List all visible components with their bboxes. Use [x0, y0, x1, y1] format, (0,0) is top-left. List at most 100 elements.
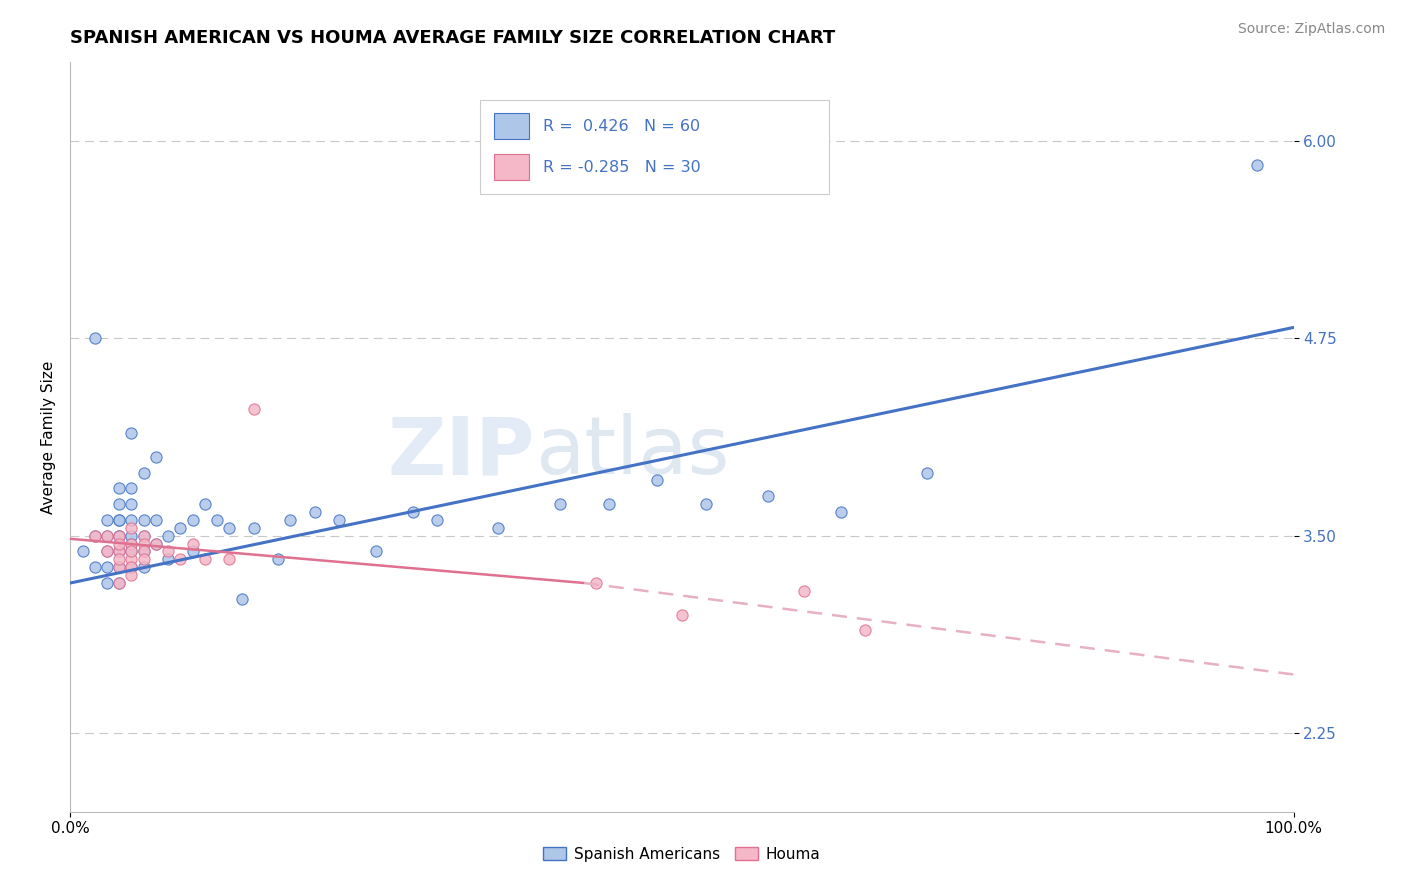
Point [108, 544, 131, 558]
Point [83, 331, 105, 345]
Point [793, 583, 815, 598]
Bar [494, 113, 529, 139]
Point [121, 529, 143, 543]
Point [426, 513, 449, 527]
Point [108, 529, 131, 543]
Text: ZIP: ZIP [388, 413, 536, 491]
Point [695, 497, 717, 511]
Point [121, 552, 143, 566]
Point [218, 521, 240, 535]
Point [72, 544, 94, 558]
Point [121, 536, 143, 550]
Point [132, 513, 155, 527]
Point [96, 544, 118, 558]
Point [121, 426, 143, 441]
Point [145, 536, 167, 550]
Point [280, 513, 302, 527]
Point [218, 552, 240, 566]
Point [108, 481, 131, 495]
Point [243, 402, 266, 417]
Point [108, 560, 131, 574]
Point [181, 536, 204, 550]
Point [108, 513, 131, 527]
Point [1246, 158, 1268, 172]
Point [157, 552, 180, 566]
Point [328, 513, 350, 527]
Point [108, 536, 131, 550]
Point [132, 466, 155, 480]
Point [121, 568, 143, 582]
Point [96, 576, 118, 591]
Point [108, 560, 131, 574]
Point [647, 474, 669, 488]
Point [132, 529, 155, 543]
Point [132, 552, 155, 566]
Point [366, 544, 388, 558]
Point [121, 481, 143, 495]
Point [108, 529, 131, 543]
Point [267, 552, 290, 566]
Point [181, 544, 204, 558]
Point [121, 497, 143, 511]
Point [243, 521, 266, 535]
Text: R = -0.285   N = 30: R = -0.285 N = 30 [543, 160, 700, 175]
Point [121, 560, 143, 574]
FancyBboxPatch shape [479, 100, 828, 194]
Point [181, 513, 204, 527]
Point [121, 521, 143, 535]
Point [157, 529, 180, 543]
Point [915, 466, 938, 480]
Point [108, 544, 131, 558]
Point [108, 576, 131, 591]
Point [132, 544, 155, 558]
Point [855, 624, 877, 638]
Point [548, 497, 571, 511]
Text: R =  0.426   N = 60: R = 0.426 N = 60 [543, 119, 700, 134]
Point [756, 489, 779, 503]
Point [194, 497, 217, 511]
Point [108, 552, 131, 566]
Point [96, 529, 118, 543]
Text: SPANISH AMERICAN VS HOUMA AVERAGE FAMILY SIZE CORRELATION CHART: SPANISH AMERICAN VS HOUMA AVERAGE FAMILY… [70, 29, 835, 47]
Point [304, 505, 326, 519]
Point [169, 552, 191, 566]
Point [96, 513, 118, 527]
Point [671, 607, 693, 622]
Point [96, 544, 118, 558]
Text: atlas: atlas [536, 413, 730, 491]
Point [205, 513, 228, 527]
Point [132, 529, 155, 543]
Point [121, 544, 143, 558]
Point [145, 536, 167, 550]
Point [830, 505, 852, 519]
Point [145, 513, 167, 527]
Y-axis label: Average Family Size: Average Family Size [41, 360, 56, 514]
Point [108, 529, 131, 543]
Point [121, 544, 143, 558]
Point [169, 521, 191, 535]
Point [145, 450, 167, 464]
Point [121, 560, 143, 574]
Point [96, 529, 118, 543]
Point [585, 576, 607, 591]
Point [132, 536, 155, 550]
Point [132, 560, 155, 574]
Point [402, 505, 425, 519]
Point [598, 497, 620, 511]
Point [121, 513, 143, 527]
Point [96, 560, 118, 574]
Point [132, 544, 155, 558]
Point [488, 521, 510, 535]
Point [121, 536, 143, 550]
Point [194, 552, 217, 566]
Point [231, 591, 253, 606]
Point [83, 529, 105, 543]
Point [83, 560, 105, 574]
Point [108, 497, 131, 511]
Point [157, 544, 180, 558]
Text: Source: ZipAtlas.com: Source: ZipAtlas.com [1237, 22, 1385, 37]
Point [83, 529, 105, 543]
Legend: Spanish Americans, Houma: Spanish Americans, Houma [537, 840, 827, 868]
Point [108, 513, 131, 527]
Point [108, 576, 131, 591]
